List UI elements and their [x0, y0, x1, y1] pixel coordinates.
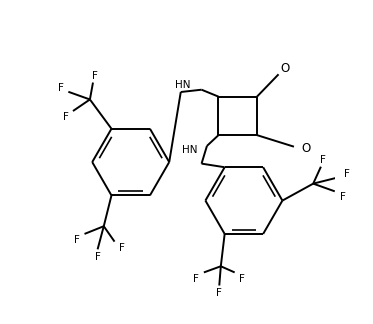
Text: F: F — [216, 288, 222, 298]
Text: F: F — [239, 273, 245, 284]
Text: HN: HN — [175, 80, 190, 90]
Text: F: F — [344, 168, 350, 179]
Text: HN: HN — [182, 145, 198, 155]
Text: F: F — [92, 71, 97, 81]
Text: F: F — [339, 192, 345, 202]
Text: O: O — [301, 143, 310, 156]
Text: F: F — [63, 112, 69, 122]
Text: F: F — [320, 155, 325, 165]
Text: F: F — [74, 235, 80, 245]
Text: O: O — [280, 63, 289, 75]
Text: F: F — [119, 243, 125, 253]
Text: F: F — [193, 273, 199, 284]
Text: F: F — [95, 252, 101, 262]
Text: F: F — [59, 83, 65, 93]
